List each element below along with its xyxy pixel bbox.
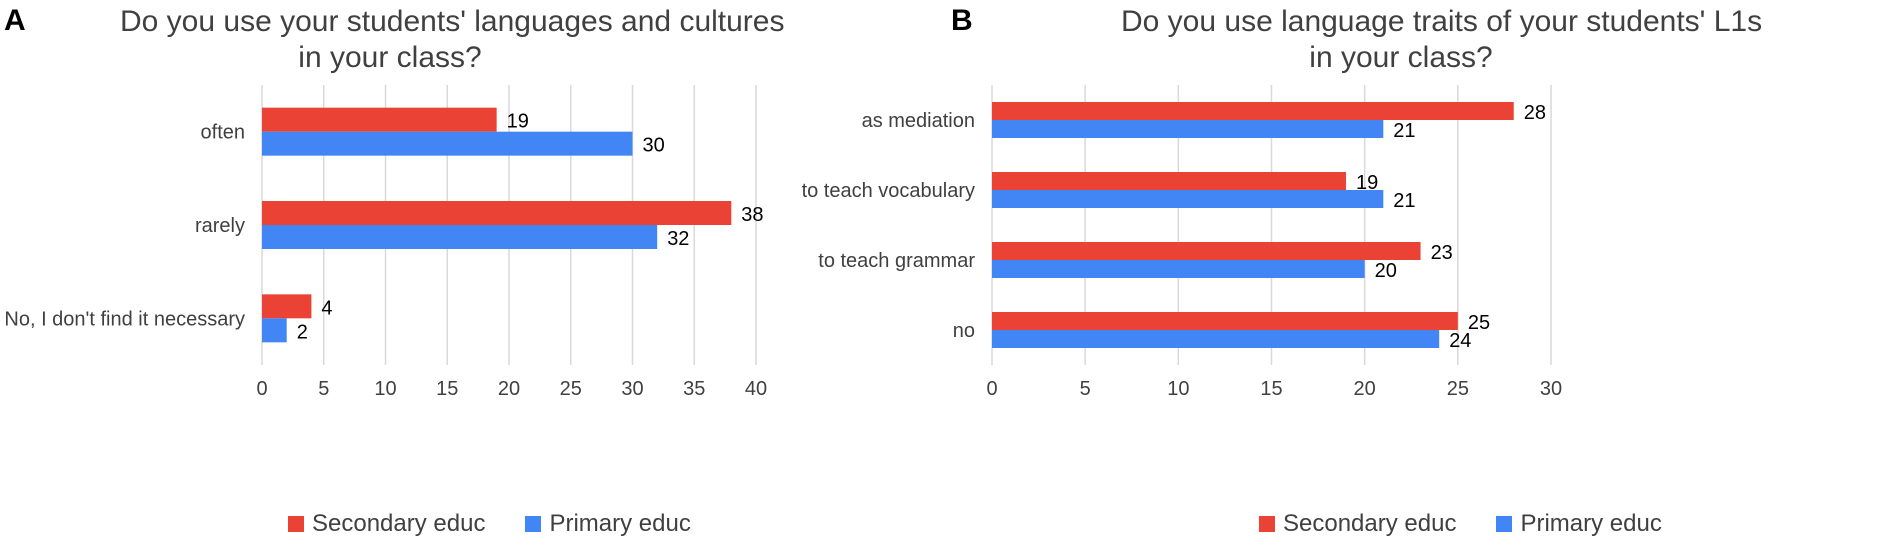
data-label-primary-educ-to-teach-grammar: 20 <box>1375 260 1397 282</box>
bar-secondary-educ-to-teach-grammar <box>992 242 1421 260</box>
category-label-as-mediation: as mediation <box>862 110 975 132</box>
bar-secondary-educ-often <box>262 107 497 132</box>
panel-label: B <box>951 4 973 37</box>
legend-label-secondary: Secondary educ <box>312 510 486 537</box>
x-tick-label: 20 <box>1354 378 1376 400</box>
x-tick-label: 20 <box>498 378 520 400</box>
x-tick-label: 10 <box>374 378 396 400</box>
x-tick-label: 15 <box>436 378 458 400</box>
bar-primary-educ-rarely <box>262 225 658 249</box>
bar-primary-educ-no <box>992 330 1440 348</box>
x-tick-label: 5 <box>1080 378 1091 400</box>
legend-item-secondary: Secondary educ <box>1259 510 1456 538</box>
chart-panel-b: B Do you use language traits of your stu… <box>802 0 1902 545</box>
chart-title-line-1: Do you use language traits of your stude… <box>1121 5 1763 38</box>
x-tick-label: 25 <box>1447 378 1469 400</box>
data-label-secondary-educ-to-teach-grammar: 23 <box>1431 242 1453 264</box>
data-label-secondary-educ-often: 19 <box>507 111 529 133</box>
legend-label-primary: Primary educ <box>1520 510 1662 537</box>
data-label-secondary-educ-to-teach-vocabulary: 19 <box>1356 172 1378 194</box>
bar-primary-educ-to-teach-grammar <box>992 260 1365 278</box>
legend-item-primary: Primary educ <box>1496 510 1662 538</box>
x-tick-label: 35 <box>683 378 705 400</box>
panel-label: A <box>4 4 26 37</box>
legend: Secondary educ Primary educ <box>1259 510 1662 538</box>
bar-secondary-educ-to-teach-vocabulary <box>992 172 1347 190</box>
legend-swatch-secondary <box>1259 516 1275 532</box>
bar-chart-b: 0 5 10 15 20 25 30 as mediation 28 21 to teach voc… <box>802 85 1562 400</box>
bar-secondary-educ-as-mediation <box>992 102 1514 120</box>
bar-secondary-educ-no-i-don-t-find-it-necessary <box>262 294 312 319</box>
x-tick-label: 30 <box>621 378 643 400</box>
legend-swatch-primary <box>1496 516 1513 532</box>
data-label-secondary-educ-no: 25 <box>1468 312 1490 334</box>
data-label-primary-educ-often: 30 <box>643 135 665 157</box>
category-label-no-i-don-t-find-it-necessary: No, I don't find it necessary <box>4 308 245 330</box>
x-tick-label: 0 <box>256 378 267 400</box>
x-tick-label: 5 <box>318 378 329 400</box>
category-label-rarely: rarely <box>195 215 245 237</box>
chart-title-line-2: in your class? <box>298 41 482 74</box>
category-label-to-teach-vocabulary: to teach vocabulary <box>802 180 975 202</box>
x-tick-label: 0 <box>986 378 997 400</box>
bar-primary-educ-to-teach-vocabulary <box>992 190 1384 208</box>
bar-secondary-educ-no <box>992 312 1458 330</box>
data-label-secondary-educ-rarely: 38 <box>741 204 763 226</box>
data-label-primary-educ-as-mediation: 21 <box>1393 120 1415 142</box>
bar-primary-educ-no-i-don-t-find-it-necessary <box>262 318 287 343</box>
bar-secondary-educ-rarely <box>262 201 732 225</box>
legend-label-primary: Primary educ <box>549 510 691 537</box>
category-label-often: often <box>201 122 245 144</box>
bar-primary-educ-often <box>262 131 633 156</box>
chart-title: Do you use language traits of your stude… <box>1121 4 1763 76</box>
x-tick-label: 15 <box>1260 378 1282 400</box>
chart-title-line-2: in your class? <box>1309 41 1493 74</box>
x-tick-label: 30 <box>1540 378 1562 400</box>
data-label-primary-educ-no-i-don-t-find-it-necessary: 2 <box>297 321 308 343</box>
x-tick-label: 10 <box>1167 378 1189 400</box>
data-label-primary-educ-to-teach-vocabulary: 21 <box>1393 190 1415 212</box>
data-label-secondary-educ-as-mediation: 28 <box>1524 102 1546 124</box>
data-label-primary-educ-rarely: 32 <box>667 228 689 250</box>
data-label-primary-educ-no: 24 <box>1449 330 1471 352</box>
bar-primary-educ-as-mediation <box>992 120 1384 138</box>
legend-swatch-secondary <box>288 516 304 532</box>
category-label-no: no <box>953 320 975 342</box>
chart-panel-a: A Do you use your students' languages an… <box>4 4 784 538</box>
data-label-secondary-educ-no-i-don-t-find-it-necessary: 4 <box>321 297 332 319</box>
x-tick-label: 25 <box>560 378 582 400</box>
legend-swatch-primary <box>525 516 542 532</box>
legend-label-secondary: Secondary educ <box>1283 510 1457 537</box>
legend-item-primary: Primary educ <box>525 510 691 538</box>
legend: Secondary educ Primary educ <box>288 510 691 538</box>
legend-item-secondary: Secondary educ <box>288 510 485 538</box>
bar-chart-a: 0 5 10 15 20 25 30 35 40 often 19 30 rarely 38 32 No, I… <box>4 85 767 400</box>
category-label-to-teach-grammar: to teach grammar <box>818 250 975 272</box>
x-tick-label: 40 <box>745 378 767 400</box>
